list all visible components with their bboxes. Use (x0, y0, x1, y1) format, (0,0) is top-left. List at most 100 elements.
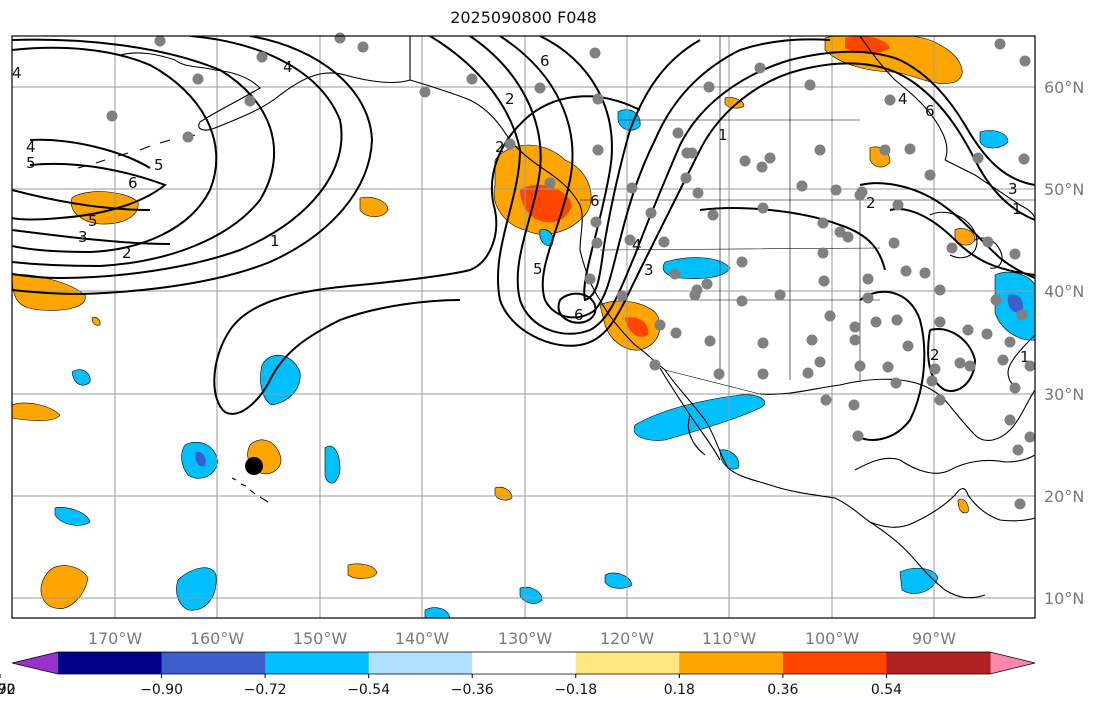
station-dot (934, 394, 946, 406)
station-dot (946, 242, 958, 254)
station-dot (244, 95, 256, 107)
station-dot (645, 207, 657, 219)
station-dot (1009, 248, 1021, 260)
station-dot (856, 186, 868, 198)
station-dot (591, 237, 603, 249)
station-dot (1018, 153, 1030, 165)
station-dot (589, 47, 601, 59)
station-dot (680, 172, 692, 184)
contour-label: 6 (540, 52, 550, 70)
lon-tick-label: 90°W (912, 629, 956, 648)
lon-axis: 170°W 160°W 150°W 140°W 130°W 120°W 110°… (88, 629, 956, 648)
station-dot (849, 321, 861, 333)
lat-tick-label: 20°N (1044, 487, 1084, 506)
station-dot (774, 289, 786, 301)
station-dot (934, 316, 946, 328)
station-dot (954, 357, 966, 369)
station-dot (192, 73, 204, 85)
lon-tick-label: 140°W (395, 629, 450, 648)
station-dot (862, 273, 874, 285)
station-dot (1004, 336, 1016, 348)
colorbar-tick-label: 0.18 (664, 682, 695, 698)
station-dot (964, 360, 976, 372)
station-dot (796, 180, 808, 192)
colorbar-tick-label: 0.72 (0, 682, 16, 698)
colorbar-tick-label: −0.72 (244, 682, 287, 698)
station-dot (756, 161, 768, 173)
station-dot (842, 231, 854, 243)
station-dot (919, 267, 931, 279)
station-dot (882, 361, 894, 373)
station-dot (902, 340, 914, 352)
station-dot (806, 334, 818, 346)
station-dot (981, 328, 993, 340)
contour-label: 4 (26, 138, 36, 156)
colorbar-under-extend (12, 652, 58, 674)
station-dot (713, 368, 725, 380)
colorbar: −0.90 −0.72 −0.54 −0.36 −0.18 0.18 0.36 0.54 0.7… (0, 651, 1036, 698)
colorbar-tick-label: −0.36 (451, 682, 494, 698)
station-dot (904, 143, 916, 155)
station-dot (334, 32, 346, 44)
station-dot (686, 147, 698, 159)
borders (580, 36, 1035, 395)
colorbar-tick-label: −0.18 (554, 682, 597, 698)
contour-label: 2 (495, 138, 505, 156)
station-dot (701, 278, 713, 290)
colorbar-bin (58, 652, 163, 674)
station-dot (689, 289, 701, 301)
station-dot (757, 202, 769, 214)
contour-label: 3 (78, 228, 88, 246)
station-dot (1019, 55, 1031, 67)
station-dot (1024, 431, 1036, 443)
station-dot (624, 234, 636, 246)
station-dot (997, 354, 1009, 366)
station-dot (888, 237, 900, 249)
colorbar-outline (11, 651, 1036, 675)
station-dot (672, 127, 684, 139)
contour-label: 4 (283, 58, 293, 76)
station-dot (818, 275, 830, 287)
storm-marker (245, 457, 263, 475)
station-dot (654, 319, 666, 331)
station-dot (670, 327, 682, 339)
lon-tick-label: 130°W (498, 629, 553, 648)
station-dot (962, 324, 974, 336)
station-dot (926, 375, 938, 387)
station-dot (658, 236, 670, 248)
station-dot (814, 356, 826, 368)
station-dots (106, 32, 1036, 510)
station-dot (900, 265, 912, 277)
lon-tick-label: 100°W (805, 629, 860, 648)
station-dot (830, 184, 842, 196)
colorbar-bin (575, 652, 680, 674)
station-dot (994, 38, 1006, 50)
contour-label: 3 (644, 261, 654, 279)
station-dot (990, 294, 1002, 306)
station-dot (824, 310, 836, 322)
colorbar-bin (161, 652, 266, 674)
contour-label: 2 (122, 244, 132, 262)
station-dot (804, 79, 816, 91)
station-dot (544, 177, 556, 189)
graticule (12, 36, 1035, 618)
station-dot (692, 187, 704, 199)
station-dot (892, 199, 904, 211)
lon-tick-label: 160°W (190, 629, 245, 648)
station-dot (590, 216, 602, 228)
station-dot (534, 82, 546, 94)
colorbar-tick-label: 0.54 (871, 682, 902, 698)
station-dot (802, 367, 814, 379)
contour-label: 6 (574, 306, 584, 324)
station-dot (817, 247, 829, 259)
station-dot (754, 62, 766, 74)
colorbar-bin (886, 652, 991, 674)
colorbar-bin (679, 652, 784, 674)
lat-tick-label: 40°N (1044, 282, 1084, 301)
colorbar-tick-label: 0.36 (767, 682, 798, 698)
colorbar-bin (368, 652, 473, 674)
station-dot (757, 368, 769, 380)
station-dot (924, 169, 936, 181)
station-dot (707, 209, 719, 221)
